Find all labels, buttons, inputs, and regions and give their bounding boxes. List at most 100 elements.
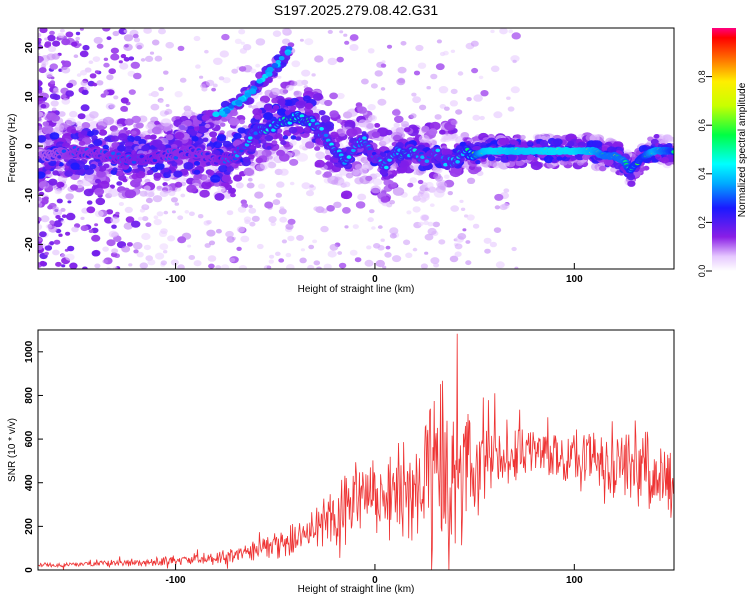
spectrogram-cell <box>123 43 133 51</box>
spectrogram-cell <box>421 125 430 132</box>
spectrogram-cell <box>120 97 129 104</box>
spectrogram-cell <box>278 258 285 263</box>
spectrogram-cell <box>125 216 135 223</box>
spectrogram-cell <box>51 114 60 122</box>
spectrogram-frame <box>37 27 675 270</box>
spectrogram-cell <box>247 177 253 182</box>
spectrogram-cell <box>499 28 508 35</box>
spectrogram-cell <box>132 242 143 250</box>
spectrogram-cell <box>388 180 394 185</box>
spectrogram-cell <box>660 156 670 164</box>
spectrogram-cell <box>460 207 466 211</box>
spectrogram-cell <box>112 30 120 37</box>
spectrogram-cell <box>228 117 240 126</box>
spectrogram-cell <box>124 206 133 213</box>
spectrogram-cell <box>318 110 326 116</box>
spectrogram-cell <box>519 134 526 140</box>
spectrogram-cell <box>429 203 435 207</box>
spectrogram-cell <box>307 264 315 269</box>
spectrogram-cell <box>400 41 407 46</box>
spectrogram-cell <box>281 239 287 244</box>
spectrogram-cell <box>163 250 168 254</box>
spectrogram-cell <box>339 30 344 34</box>
spectrogram-cell <box>146 169 154 175</box>
spectrogram-cell <box>364 122 375 131</box>
spectrogram-cell <box>279 88 288 95</box>
spectrogram-cell <box>412 247 418 252</box>
spectrogram-cell <box>295 136 302 141</box>
spectrogram-cell <box>507 155 516 162</box>
spectrogram-cell <box>343 33 348 37</box>
spectrogram-cell <box>490 29 495 34</box>
spectrogram-cell <box>346 128 358 138</box>
spectrogram-cell <box>205 79 215 87</box>
spectrogram-cell <box>145 197 153 204</box>
spectrogram-cell <box>119 129 126 135</box>
spectrogram-cell <box>96 80 104 86</box>
spectrogram-cell <box>352 224 359 230</box>
spectrogram-cell <box>79 28 84 31</box>
spectrogram-cell <box>509 139 518 145</box>
spectrogram-cell <box>450 88 458 95</box>
spectrogram-cell <box>48 178 58 186</box>
spectrogram-cell <box>368 114 377 122</box>
spectrogram-cell <box>77 113 86 120</box>
spectrogram-cell <box>133 249 139 254</box>
spectrogram-cell <box>291 60 301 68</box>
spectrogram-cell <box>385 245 391 250</box>
spectrogram-cell <box>301 69 311 77</box>
spectrogram-cell <box>277 108 287 116</box>
spectrogram-cell <box>163 210 169 215</box>
spectrogram-cell <box>377 245 385 251</box>
spectrogram-cell <box>427 221 434 227</box>
spectrogram-cell <box>184 210 190 214</box>
spectrogram-cell <box>553 138 563 146</box>
spectrogram-cell <box>266 145 272 150</box>
spectrogram-cell <box>71 226 79 233</box>
colorbar-tick-label: 0.6 <box>697 119 707 132</box>
spectrogram-cell <box>450 119 458 126</box>
spectrogram-cell <box>413 70 421 76</box>
spectrogram-cell <box>202 137 209 143</box>
spectrogram-cell <box>123 145 134 153</box>
spectrogram-cell <box>60 220 65 224</box>
spectrogram-cell <box>65 231 71 236</box>
spectrogram-cell <box>50 76 55 80</box>
spectrogram-cell <box>397 66 407 74</box>
spectrogram-cell <box>377 225 383 229</box>
spectrogram-cell <box>357 193 367 201</box>
spectrogram-cell <box>218 110 226 116</box>
spectrogram-cell <box>142 216 149 222</box>
spectrogram-cell <box>71 41 78 47</box>
spectrogram-cell <box>82 266 88 269</box>
spectrogram-cell <box>420 193 430 201</box>
spectrogram-cell <box>124 189 137 199</box>
spectrogram-cell <box>271 88 281 96</box>
spectrogram-cell <box>53 239 61 245</box>
spectrogram-cell <box>503 161 510 167</box>
spectrogram-cell <box>508 29 514 34</box>
spectrogram-cell <box>67 200 72 204</box>
spectrogram-cell <box>271 97 279 104</box>
spectrogram-cell <box>173 156 179 160</box>
spectrogram-cell <box>255 164 265 172</box>
spectrogram-cell <box>78 140 86 146</box>
spectrogram-cell <box>156 185 162 190</box>
spectrogram-cell <box>444 106 450 111</box>
spectrogram-cell <box>49 80 56 85</box>
spectrogram-cell <box>233 132 242 140</box>
spectrogram-cell <box>38 90 43 94</box>
spectrogram-cell <box>552 158 558 163</box>
spectrogram-cell <box>221 264 230 269</box>
spectrogram-cell <box>304 38 314 46</box>
spectrogram-cell <box>96 43 104 49</box>
spectrogram-cell <box>315 170 322 175</box>
spectrogram-cell <box>526 141 533 146</box>
spectrogram-cell <box>159 190 169 198</box>
spectrogram-cell <box>370 185 381 194</box>
spectrogram-cell <box>543 155 554 164</box>
spectrogram-cell <box>159 243 169 251</box>
spectrogram-cell <box>329 92 338 100</box>
spectrogram-cell <box>106 89 115 96</box>
